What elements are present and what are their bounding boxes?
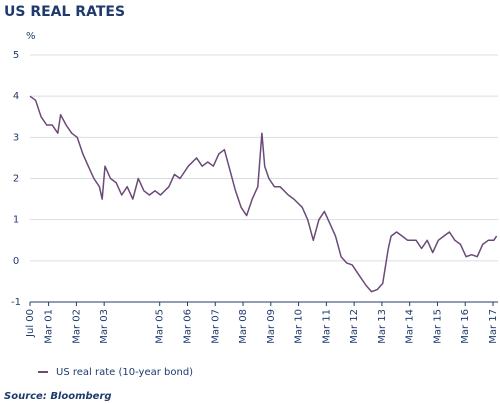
series-line [29,95,498,293]
y-tick-label: 5 [13,50,19,61]
x-tick-label: Mar 13 [377,309,388,344]
x-tick-label: Mar 10 [294,309,305,344]
x-tick-label: Mar 12 [349,309,360,344]
x-tick-label: Mar 08 [238,309,249,344]
y-tick-label: 0 [13,256,19,267]
y-tick-label: 1 [13,215,19,226]
x-tick-label: Jul 00 [25,309,36,338]
legend-label: US real rate (10-year bond) [56,367,193,378]
y-tick-label: 2 [13,174,19,185]
y-unit: % [26,31,36,42]
y-tick-label: 3 [13,132,19,143]
x-tick-label: Mar 06 [182,309,193,344]
x-tick-label: Mar 09 [266,309,277,344]
x-tick-label: Mar 02 [71,309,82,344]
x-tick-label: Mar 03 [99,309,110,344]
x-tick-label: Mar 11 [321,309,332,344]
x-tick-label: Mar 07 [210,309,221,344]
x-tick-label: Mar 17 [488,309,499,344]
y-tick-label: 4 [13,91,19,102]
x-tick-label: Mar 05 [155,309,166,344]
x-tick-label: Mar 15 [432,309,443,344]
chart-title: US REAL RATES [4,4,125,20]
x-tick-label: Mar 16 [460,309,471,344]
y-tick-label: -1 [11,297,21,308]
source: Source: Bloomberg [4,391,112,402]
x-tick-label: Mar 01 [44,309,55,344]
x-tick-label: Mar 14 [405,309,416,344]
